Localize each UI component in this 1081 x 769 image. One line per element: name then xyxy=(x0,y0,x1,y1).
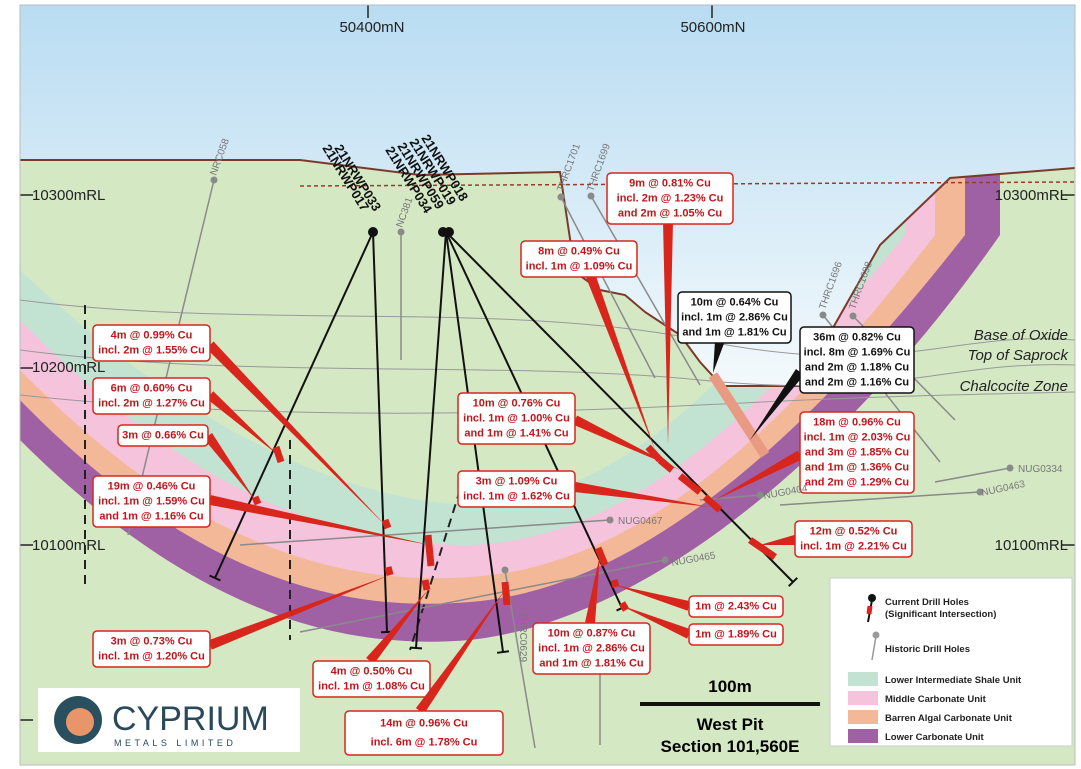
scale-label: 100m xyxy=(708,677,751,696)
historic-collar xyxy=(662,557,669,564)
callout-text: incl. 2m @ 1.55% Cu xyxy=(98,344,205,356)
intercept xyxy=(388,567,390,575)
callout-text: incl. 1m @ 1.62% Cu xyxy=(463,490,570,502)
legend-label: Middle Carbonate Unit xyxy=(885,694,987,705)
callout-text: 18m @ 0.96% Cu xyxy=(813,416,901,428)
legend: Current Drill Holes (Significant Interse… xyxy=(830,578,1072,746)
section-diagram: 9m @ 0.81% Cu incl. 2m @ 1.23% Cu and 2m @… xyxy=(0,0,1081,769)
legend-label: Lower Carbonate Unit xyxy=(885,732,985,743)
grid-label: 10200mRL xyxy=(32,359,105,376)
callout-text: 4m @ 0.50% Cu xyxy=(331,665,413,677)
intercept xyxy=(425,580,427,590)
grid-label: 10100mRL xyxy=(995,537,1068,554)
historic-collar xyxy=(502,567,509,574)
callout-text: and 2m @ 1.05% Cu xyxy=(618,207,722,219)
legend-intercept xyxy=(869,606,870,614)
callout-text: incl. 1m @ 2.86% Cu xyxy=(538,642,645,654)
callout-text: and 2m @ 1.29% Cu xyxy=(805,476,909,488)
legend-swatch xyxy=(848,672,878,686)
callout-text: incl. 2m @ 1.27% Cu xyxy=(98,397,205,409)
callout-text: 8m @ 0.49% Cu xyxy=(538,245,620,257)
callout-text: 10m @ 0.64% Cu xyxy=(691,296,779,308)
historic-collar xyxy=(1007,465,1014,472)
zone-label: Top of Saprock xyxy=(968,347,1070,364)
legend-label: Historic Drill Holes xyxy=(885,644,970,655)
logo-name: CYPRIUM xyxy=(112,700,269,738)
intercept xyxy=(614,580,616,587)
callout-text: and 1m @ 1.36% Cu xyxy=(805,461,909,473)
historic-collar xyxy=(607,517,614,524)
callout-text: incl. 1m @ 1.00% Cu xyxy=(463,412,570,424)
intercept xyxy=(255,497,258,504)
callout-text: 4m @ 0.99% Cu xyxy=(111,329,193,341)
zone-label: Base of Oxide xyxy=(974,327,1068,344)
callout-text: and 3m @ 1.85% Cu xyxy=(805,446,909,458)
grid-label: 50400mN xyxy=(339,19,404,36)
hole-end xyxy=(410,648,422,649)
historic-collar xyxy=(211,177,218,184)
legend-note: (Significant Intersection) xyxy=(885,609,996,620)
callout-text: 36m @ 0.82% Cu xyxy=(813,331,901,343)
callout-text: 3m @ 0.66% Cu xyxy=(122,429,204,441)
callout-text: incl. 1m @ 2.21% Cu xyxy=(800,540,907,552)
legend-swatch xyxy=(848,729,878,743)
callout-text: and 1m @ 1.81% Cu xyxy=(682,326,786,338)
callout-text: incl. 1m @ 2.03% Cu xyxy=(804,431,911,443)
historic-hole-label: NUG0467 xyxy=(618,516,663,527)
subtitle: Section 101,560E xyxy=(661,737,800,756)
callout-text: incl. 2m @ 1.23% Cu xyxy=(617,192,724,204)
zone-label: Chalcocite Zone xyxy=(960,378,1068,395)
current-collar xyxy=(444,227,454,237)
callout-text: incl. 1m @ 1.09% Cu xyxy=(526,260,633,272)
logo: CYPRIUM METALS LIMITED xyxy=(38,688,300,752)
historic-hole-label: THRC0629 xyxy=(517,612,528,662)
legend-label: Current Drill Holes xyxy=(885,597,969,608)
callout-text: and 1m @ 1.41% Cu xyxy=(464,427,568,439)
historic-collar xyxy=(558,194,565,201)
callout-text: incl. 1m @ 2.86% Cu xyxy=(681,311,788,323)
legend-label: Lower Intermediate Shale Unit xyxy=(885,675,1022,686)
historic-collar xyxy=(820,312,827,319)
callout-text: incl. 8m @ 1.69% Cu xyxy=(804,346,911,358)
legend-collar xyxy=(868,594,876,602)
callout-text: 10m @ 0.76% Cu xyxy=(473,397,561,409)
legend-swatch xyxy=(848,710,878,724)
callout-text: and 1m @ 1.16% Cu xyxy=(99,510,203,522)
callout-text: 1m @ 1.89% Cu xyxy=(695,628,777,640)
grid-label: 10300mRL xyxy=(995,187,1068,204)
grid-label: 10100mRL xyxy=(32,537,105,554)
callout-text: incl. 6m @ 1.78% Cu xyxy=(371,736,478,748)
logo-tagline: METALS LIMITED xyxy=(114,738,236,748)
legend-collar xyxy=(873,632,880,639)
historic-hole-label: NUG0334 xyxy=(1018,464,1063,475)
callout-text: 9m @ 0.81% Cu xyxy=(629,177,711,189)
callout-text: 6m @ 0.60% Cu xyxy=(111,382,193,394)
callout-text: and 2m @ 1.16% Cu xyxy=(805,376,909,388)
current-collar xyxy=(368,227,378,237)
historic-collar xyxy=(850,313,857,320)
callout-text: incl. 1m @ 1.08% Cu xyxy=(318,680,425,692)
callout-text: 19m @ 0.46% Cu xyxy=(108,480,196,492)
callout-text: 3m @ 0.73% Cu xyxy=(111,635,193,647)
legend-label: Barren Algal Carbonate Unit xyxy=(885,713,1013,724)
callout-text: incl. 1m @ 1.59% Cu xyxy=(98,495,205,507)
intercept xyxy=(385,520,388,528)
title: West Pit xyxy=(697,715,764,734)
logo-core xyxy=(66,708,94,736)
callout-text: and 2m @ 1.18% Cu xyxy=(805,361,909,373)
intercept xyxy=(428,535,431,566)
callout-text: and 1m @ 1.81% Cu xyxy=(539,657,643,669)
callout-text: 12m @ 0.52% Cu xyxy=(810,525,898,537)
callout-text: 1m @ 2.43% Cu xyxy=(695,600,777,612)
intercept xyxy=(276,447,281,462)
grid-label: 50600mN xyxy=(680,19,745,36)
historic-collar xyxy=(588,193,595,200)
callout-text: 10m @ 0.87% Cu xyxy=(548,627,636,639)
grid-label: 10300mRL xyxy=(32,187,105,204)
intercept xyxy=(505,582,507,605)
legend-swatch xyxy=(848,691,878,705)
callout-text: incl. 1m @ 1.20% Cu xyxy=(98,650,205,662)
callout-text: 14m @ 0.96% Cu xyxy=(380,717,468,729)
callout-text: 3m @ 1.09% Cu xyxy=(476,475,558,487)
